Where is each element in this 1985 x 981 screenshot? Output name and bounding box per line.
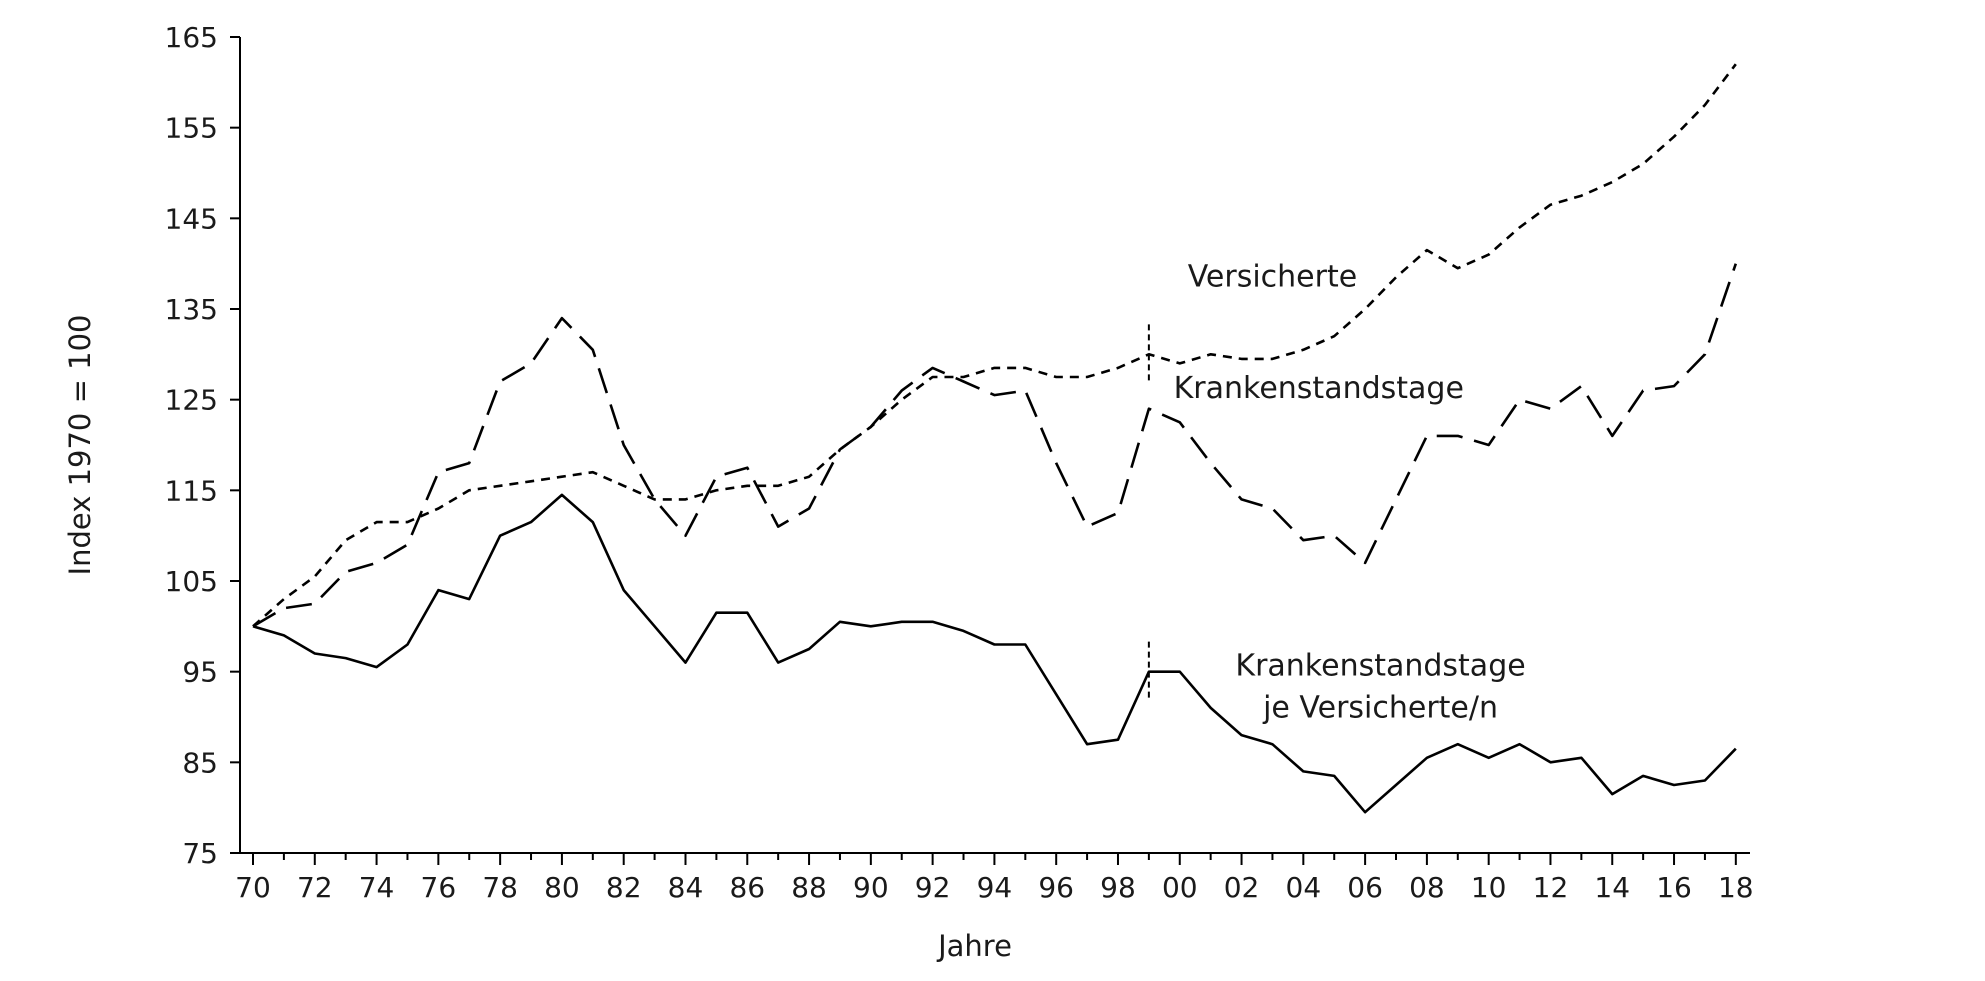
x-tick-label: 94 xyxy=(977,871,1013,904)
x-tick-label: 04 xyxy=(1286,871,1322,904)
y-tick-label: 115 xyxy=(165,474,218,507)
series-label: Krankenstandstage xyxy=(1235,648,1525,683)
x-tick-label: 96 xyxy=(1038,871,1074,904)
series-label: Versicherte xyxy=(1188,259,1357,294)
y-tick-label: 165 xyxy=(165,21,218,54)
x-tick-label: 06 xyxy=(1347,871,1383,904)
x-tick-label: 18 xyxy=(1718,871,1754,904)
y-tick-label: 135 xyxy=(165,293,218,326)
series-line-krankenstandstage-je-versicherte-n xyxy=(252,493,1737,814)
series-label: je Versicherte/n xyxy=(1262,690,1498,725)
x-tick-label: 00 xyxy=(1162,871,1198,904)
y-tick-label: 105 xyxy=(165,565,218,598)
x-tick-label: 82 xyxy=(606,871,642,904)
x-tick-label: 08 xyxy=(1409,871,1445,904)
x-tick-label: 74 xyxy=(359,871,395,904)
y-tick-label: 125 xyxy=(165,384,218,417)
x-axis-title: Jahre xyxy=(936,929,1012,963)
x-tick-label: 84 xyxy=(668,871,704,904)
x-tick-label: 76 xyxy=(421,871,457,904)
y-tick-label: 75 xyxy=(182,837,218,870)
y-axis-title: Index 1970 = 100 xyxy=(63,315,97,576)
series-line-versicherte xyxy=(252,63,1737,628)
x-tick-label: 92 xyxy=(915,871,951,904)
x-tick-label: 16 xyxy=(1656,871,1692,904)
x-tick-label: 70 xyxy=(235,871,271,904)
x-tick-label: 14 xyxy=(1594,871,1630,904)
x-tick-label: 88 xyxy=(791,871,827,904)
x-tick-label: 86 xyxy=(729,871,765,904)
x-tick-label: 10 xyxy=(1471,871,1507,904)
x-tick-label: 12 xyxy=(1533,871,1569,904)
x-tick-label: 98 xyxy=(1100,871,1136,904)
x-tick-label: 78 xyxy=(482,871,518,904)
series-label: Krankenstandstage xyxy=(1174,371,1464,406)
y-tick-label: 85 xyxy=(182,746,218,779)
y-tick-label: 95 xyxy=(182,656,218,689)
x-tick-label: 02 xyxy=(1224,871,1260,904)
y-tick-label: 145 xyxy=(165,202,218,235)
x-tick-label: 90 xyxy=(853,871,889,904)
series-line-krankenstandstage xyxy=(252,263,1738,628)
y-tick-label: 155 xyxy=(165,112,218,145)
x-tick-label: 80 xyxy=(544,871,580,904)
x-tick-label: 72 xyxy=(297,871,333,904)
